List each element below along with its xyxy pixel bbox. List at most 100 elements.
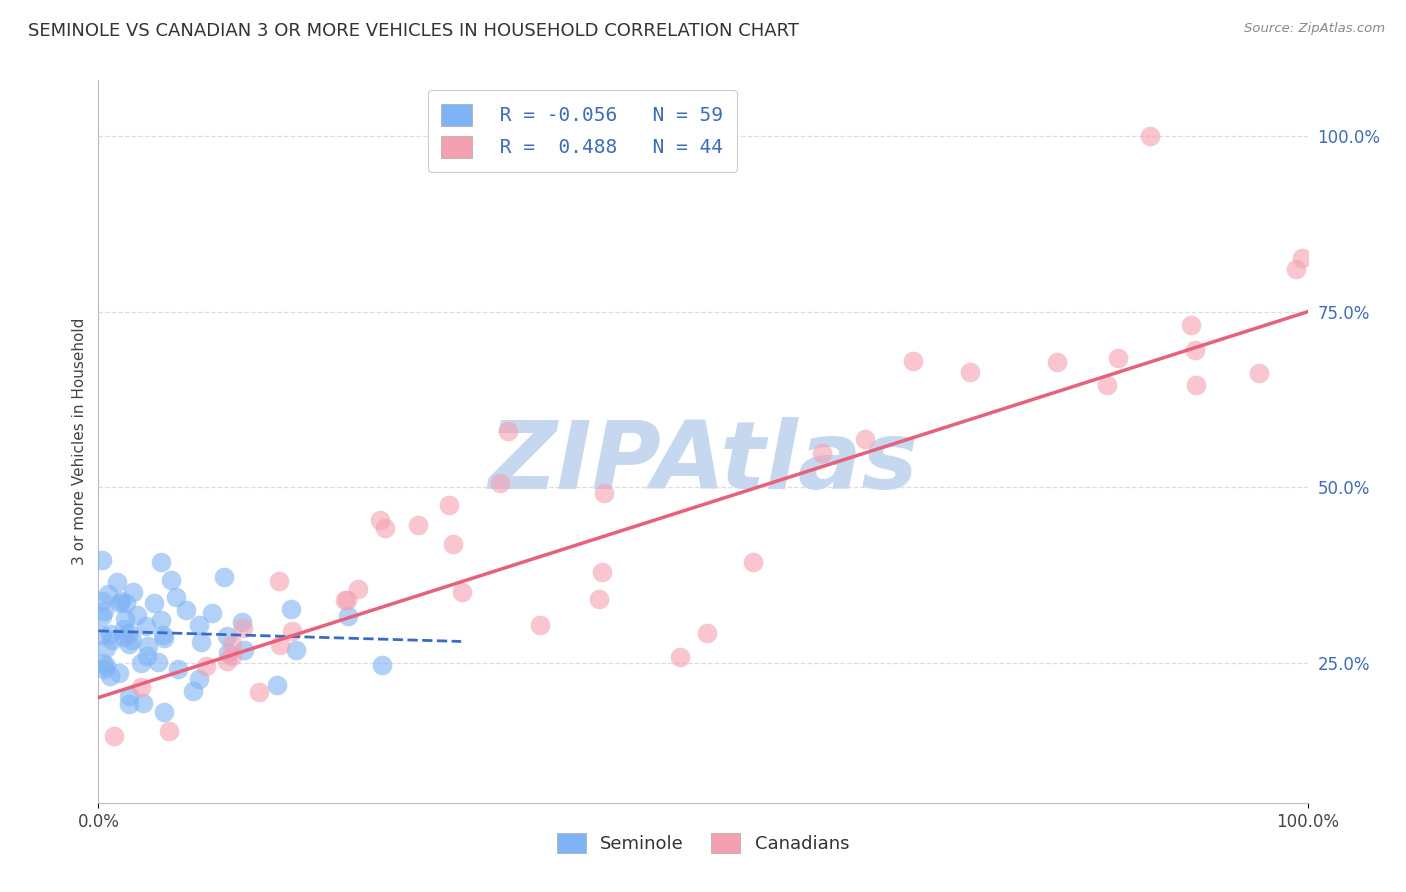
Point	[335, 593, 357, 607]
Point	[100, 669, 122, 683]
Point	[284, 642, 307, 657]
Point	[105, 574, 128, 589]
Point	[215, 654, 238, 668]
Point	[159, 573, 181, 587]
Point	[91, 553, 114, 567]
Point	[188, 618, 211, 632]
Point	[741, 555, 763, 569]
Point	[336, 592, 359, 607]
Point	[441, 537, 464, 551]
Point	[368, 512, 391, 526]
Point	[217, 629, 239, 643]
Point	[201, 606, 224, 620]
Point	[153, 631, 176, 645]
Point	[110, 594, 132, 608]
Point	[190, 635, 212, 649]
Point	[1184, 343, 1206, 357]
Point	[122, 585, 145, 599]
Point	[118, 626, 141, 640]
Point	[221, 649, 243, 664]
Point	[142, 596, 165, 610]
Point	[94, 640, 117, 655]
Point	[112, 622, 135, 636]
Point	[1291, 251, 1313, 265]
Text: Source: ZipAtlas.com: Source: ZipAtlas.com	[1244, 22, 1385, 36]
Y-axis label: 3 or more Vehicles in Household: 3 or more Vehicles in Household	[72, 318, 87, 566]
Point	[221, 636, 243, 650]
Point	[93, 661, 115, 675]
Point	[232, 621, 254, 635]
Point	[129, 656, 152, 670]
Point	[347, 582, 370, 596]
Point	[98, 627, 121, 641]
Point	[165, 590, 187, 604]
Point	[266, 678, 288, 692]
Point	[150, 555, 173, 569]
Point	[152, 628, 174, 642]
Point	[451, 584, 474, 599]
Point	[153, 705, 176, 719]
Point	[371, 658, 394, 673]
Point	[135, 619, 157, 633]
Point	[188, 672, 211, 686]
Point	[108, 597, 131, 611]
Point	[696, 626, 718, 640]
Point	[148, 655, 170, 669]
Point	[901, 354, 924, 368]
Point	[231, 615, 253, 630]
Point	[103, 729, 125, 743]
Point	[127, 608, 149, 623]
Point	[93, 604, 115, 618]
Point	[167, 662, 190, 676]
Point	[591, 565, 613, 579]
Point	[111, 630, 134, 644]
Point	[336, 608, 359, 623]
Point	[212, 569, 235, 583]
Point	[1185, 377, 1208, 392]
Point	[406, 517, 429, 532]
Point	[1046, 355, 1069, 369]
Point	[136, 640, 159, 654]
Point	[810, 446, 832, 460]
Point	[150, 613, 173, 627]
Point	[1285, 261, 1308, 276]
Point	[269, 638, 291, 652]
Text: ZIPAtlas: ZIPAtlas	[488, 417, 918, 509]
Point	[1249, 367, 1271, 381]
Point	[593, 486, 616, 500]
Point	[118, 690, 141, 704]
Point	[232, 642, 254, 657]
Point	[91, 609, 114, 624]
Point	[959, 365, 981, 379]
Point	[853, 432, 876, 446]
Point	[129, 681, 152, 695]
Text: SEMINOLE VS CANADIAN 3 OR MORE VEHICLES IN HOUSEHOLD CORRELATION CHART: SEMINOLE VS CANADIAN 3 OR MORE VEHICLES …	[28, 22, 799, 40]
Point	[114, 612, 136, 626]
Point	[1180, 318, 1202, 332]
Point	[668, 650, 690, 665]
Point	[100, 633, 122, 648]
Point	[118, 636, 141, 650]
Point	[1095, 378, 1118, 392]
Point	[247, 685, 270, 699]
Point	[132, 696, 155, 710]
Point	[96, 659, 118, 673]
Point	[91, 628, 114, 642]
Point	[496, 424, 519, 438]
Point	[121, 633, 143, 648]
Point	[588, 591, 610, 606]
Point	[176, 603, 198, 617]
Point	[269, 574, 291, 588]
Point	[97, 587, 120, 601]
Point	[280, 624, 302, 638]
Point	[489, 475, 512, 490]
Point	[529, 618, 551, 632]
Point	[195, 659, 218, 673]
Point	[181, 683, 204, 698]
Point	[91, 656, 114, 670]
Point	[437, 499, 460, 513]
Point	[1107, 351, 1129, 365]
Point	[157, 723, 180, 738]
Point	[374, 521, 396, 535]
Legend: Seminole, Canadians: Seminole, Canadians	[544, 820, 862, 866]
